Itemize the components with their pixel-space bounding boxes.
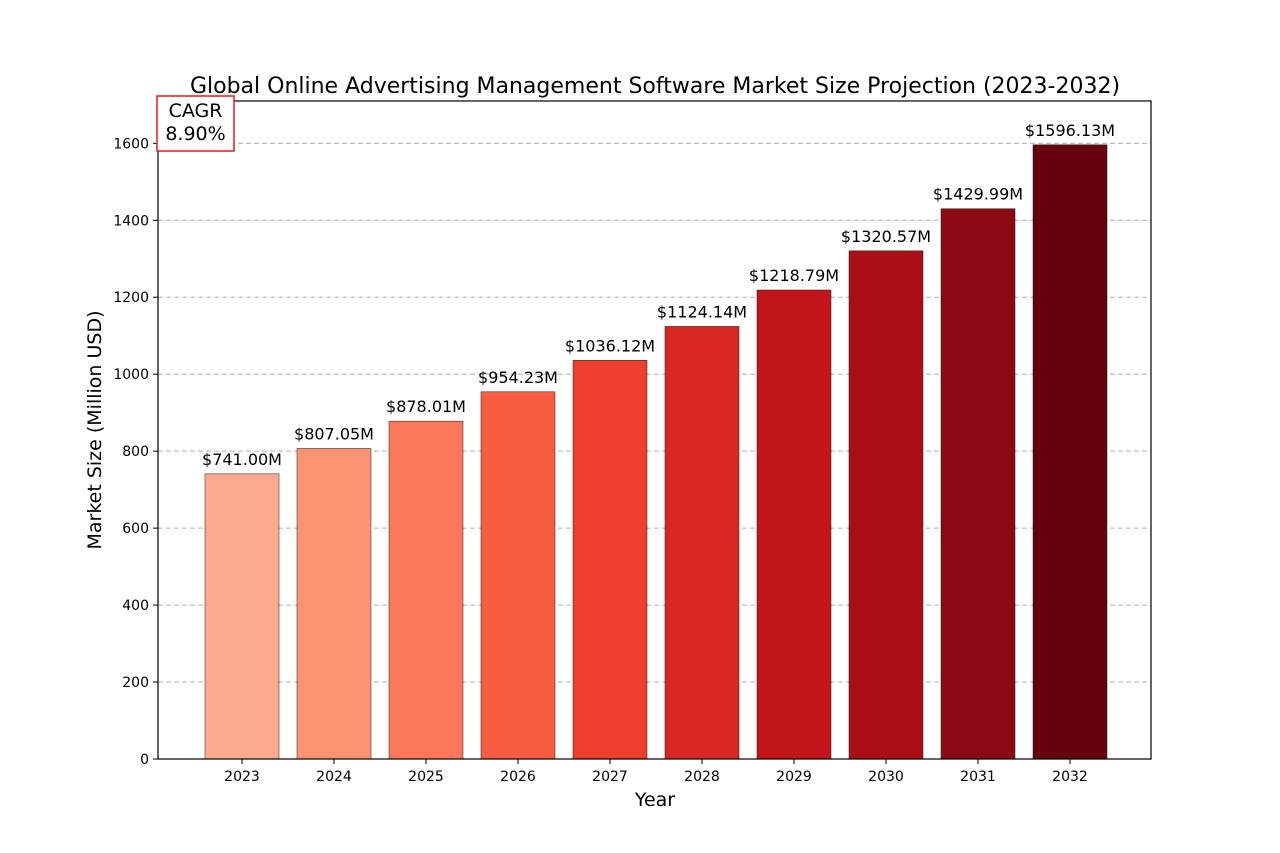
x-axis-label: Year <box>634 789 675 811</box>
data-label-2030: $1320.57M <box>841 227 931 246</box>
bar-2023 <box>204 473 280 760</box>
x-tick-label-2031: 2031 <box>960 769 996 785</box>
bar-2030 <box>848 250 924 760</box>
plot-frame <box>157 100 1152 760</box>
data-label-2024: $807.05M <box>294 424 374 443</box>
data-label-2031: $1429.99M <box>933 185 1023 204</box>
bar-2028 <box>664 326 740 760</box>
y-tick-label: 200 <box>122 675 149 691</box>
y-tick-label: 800 <box>122 444 149 460</box>
y-tick-label: 0 <box>140 752 149 768</box>
data-label-2029: $1218.79M <box>749 266 839 285</box>
x-tick-label-2032: 2032 <box>1052 769 1088 785</box>
y-axis-label: Market Size (Million USD) <box>84 310 106 549</box>
y-tick-label: 1200 <box>113 290 149 306</box>
x-tick-label-2030: 2030 <box>868 769 904 785</box>
y-axis: 0 200 400 600 800 1000 1200 1400 1600 <box>113 136 158 768</box>
data-label-2027: $1036.12M <box>565 336 655 355</box>
data-label-2032: $1596.13M <box>1025 121 1115 140</box>
cagr-annotation-box <box>156 95 235 152</box>
cagr-value: 8.90% <box>165 123 225 145</box>
bar-2027 <box>572 360 648 760</box>
cagr-annotation: CAGR 8.90% <box>156 95 235 152</box>
x-tick-label-2029: 2029 <box>776 769 812 785</box>
bar-2024 <box>296 448 372 760</box>
chart-title: Global Online Advertising Management Sof… <box>190 74 1120 99</box>
data-label-2028: $1124.14M <box>657 302 747 321</box>
y-tick-label: 1000 <box>113 367 149 383</box>
bar-data-labels: $741.00M $807.05M $878.01M $954.23M $1036.12… <box>202 121 1115 469</box>
y-tick-label: 1600 <box>113 136 149 152</box>
bar-2032 <box>1032 144 1108 760</box>
bar-2025 <box>388 420 464 760</box>
x-tick-label-2025: 2025 <box>408 769 444 785</box>
x-tick-label-2026: 2026 <box>500 769 536 785</box>
bar-2031 <box>940 208 1016 760</box>
x-axis: 2023 2024 2025 2026 2027 2028 2029 2030 2031 2032 <box>224 759 1088 785</box>
y-tick-label: 400 <box>122 598 149 614</box>
bar-2026 <box>480 391 556 760</box>
y-tick-label: 1400 <box>113 213 149 229</box>
bars <box>204 144 1108 760</box>
data-label-2023: $741.00M <box>202 450 282 469</box>
data-label-2025: $878.01M <box>386 397 466 416</box>
x-tick-label-2028: 2028 <box>684 769 720 785</box>
cagr-label: CAGR <box>169 100 223 122</box>
x-tick-label-2024: 2024 <box>316 769 352 785</box>
data-label-2026: $954.23M <box>478 368 558 387</box>
y-tick-label: 600 <box>122 521 149 537</box>
x-tick-label-2027: 2027 <box>592 769 628 785</box>
bar-2029 <box>756 289 832 760</box>
x-tick-label-2023: 2023 <box>224 769 260 785</box>
